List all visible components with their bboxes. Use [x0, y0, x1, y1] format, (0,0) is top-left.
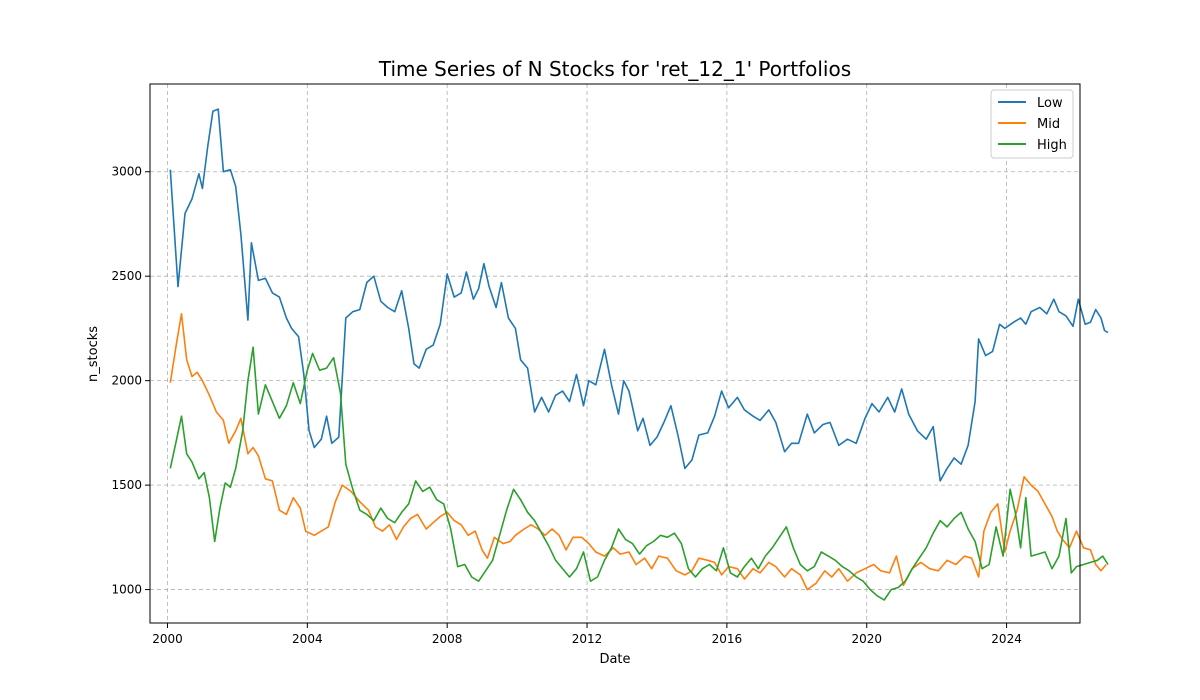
x-tick-label: 2016 [712, 632, 743, 646]
x-tick-label: 2000 [152, 632, 183, 646]
x-tick-label: 2020 [851, 632, 882, 646]
series-line-mid [169, 312, 1107, 591]
y-axis-label: n_stocks [86, 326, 101, 382]
series-line-high [169, 346, 1109, 601]
legend-label-high: High [1037, 138, 1067, 153]
x-tick-label: 2004 [292, 632, 323, 646]
series-lines [169, 108, 1109, 601]
grid [150, 84, 1080, 623]
y-tick-label: 1000 [111, 583, 142, 597]
legend-frame [990, 89, 1074, 159]
x-axis-label: Date [599, 652, 630, 667]
x-tick-label: 2012 [572, 632, 603, 646]
y-tick-label: 2500 [111, 269, 142, 283]
legend-label-mid: Mid [1037, 117, 1060, 132]
chart-title: Time Series of N Stocks for 'ret_12_1' P… [378, 57, 851, 81]
y-tick-label: 1500 [111, 478, 142, 492]
axis-ticks: 2000 2004 2008 2012 2016 2020 2024 1000 1500 2000… [111, 165, 1021, 646]
plot-area-frame [149, 83, 1081, 624]
series-line-low [169, 108, 1109, 482]
legend-label-low: Low [1037, 96, 1063, 111]
y-tick-label: 3000 [111, 165, 142, 179]
legend: Low Mid High [990, 89, 1074, 159]
x-tick-label: 2024 [991, 632, 1022, 646]
x-tick-label: 2008 [432, 632, 463, 646]
y-tick-label: 2000 [111, 374, 142, 388]
